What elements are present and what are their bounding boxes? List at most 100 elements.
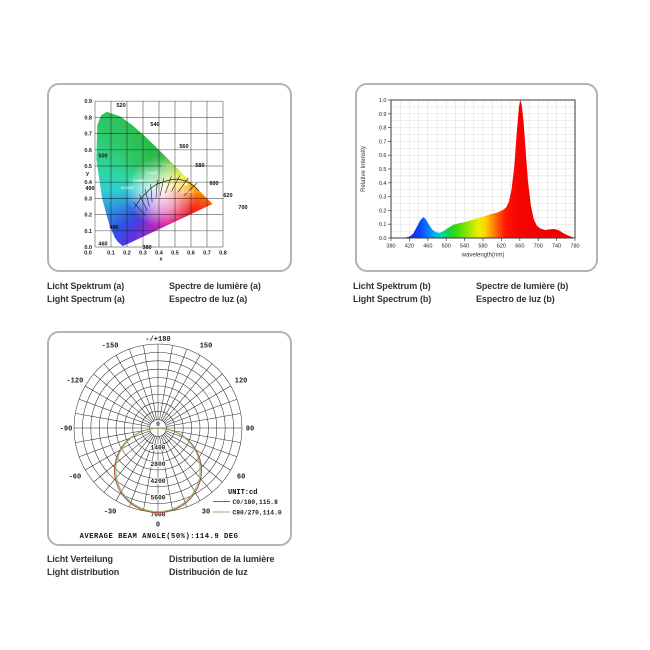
cie-wavelength-label: 600	[209, 181, 218, 187]
spectrum-x-axis-title: wavelength(nm)	[461, 253, 505, 259]
cie-wavelength-label: 520	[116, 103, 125, 109]
cie-iso-cct-tick	[144, 189, 150, 207]
spectrum-x-tick-label: 420	[405, 244, 414, 250]
polar-spoke	[115, 355, 155, 421]
spectrum-y-tick-label: 0.7	[379, 139, 387, 145]
spectrum-x-tick-label: 500	[442, 244, 451, 250]
cie-iso-cct-tick	[183, 182, 198, 196]
polar-angle-label: -120	[66, 378, 83, 386]
polar-spoke	[75, 429, 150, 443]
cie-x-tick-label: 0.1	[107, 251, 115, 257]
spectrum-y-tick-label: 0.2	[379, 208, 387, 214]
polar-spoke	[160, 349, 187, 421]
polar-spoke	[129, 435, 156, 507]
cie-iso-cct-tick	[159, 178, 165, 196]
cie-y-axis-title: y	[86, 171, 90, 177]
cie-x-tick-label: 0.5	[171, 251, 179, 257]
cie-iso-cct-tick	[155, 179, 158, 198]
cie-y-tick-label: 0.1	[84, 229, 92, 235]
cie-y-tick-label: 0.4	[84, 180, 93, 186]
polar-ring-label: 5600	[150, 495, 165, 502]
polar-legend-label: C90/270,114.0	[233, 509, 282, 516]
cie-wavelength-label: 620	[223, 193, 232, 199]
polar-spoke	[163, 363, 213, 422]
polar-spoke	[85, 385, 151, 425]
cie-wavelength-label: 560	[179, 144, 188, 150]
cie-chromaticity-panel: 0.0 0.1 0.2 0.3 0.4 0.5 0.6 0.7 0.8 0.9 0.0 0.1 0.2 0…	[47, 83, 292, 272]
spectrum-x-tick-label: 660	[515, 244, 524, 250]
cie-planckian-locus	[133, 178, 200, 210]
polar-ring-label: 4200	[150, 478, 165, 485]
polar-spoke	[166, 429, 241, 443]
spectrum-panel: 380 420 460 500 540 580 620 660 700 740 780 0.0 0.1 0…	[355, 83, 598, 272]
spectrum-y-tick-label: 0.0	[379, 236, 387, 242]
cie-chart-svg: 0.0 0.1 0.2 0.3 0.4 0.5 0.6 0.7 0.8 0.9 0.0 0.1 0.2 0…	[84, 99, 247, 262]
polar-average-beam-angle: AVERAGE BEAM ANGLE(50%):114.9 DEG	[80, 533, 239, 541]
cie-wavelength-label: 500	[98, 153, 107, 159]
polar-spoke	[143, 345, 157, 420]
polar-legend-label: C0/180,115.8	[233, 499, 279, 506]
spectrum-y-tick-label: 0.1	[379, 222, 387, 228]
cie-wavelength-label: 380	[142, 245, 151, 251]
polar-spoke	[165, 385, 231, 425]
polar-spoke	[75, 413, 150, 427]
spectrum-caption-left: Licht Spektrum (b) Light Spectrum (b)	[353, 280, 431, 306]
cie-x-tick-label: 0.4	[155, 251, 164, 257]
cie-iso-cct-tick	[177, 177, 189, 193]
polar-spoke	[166, 413, 241, 427]
polar-angle-label: -60	[69, 474, 82, 482]
cie-grid	[94, 100, 224, 248]
polar-spoke	[165, 399, 237, 426]
polar-angle-label: 30	[202, 509, 210, 517]
caption-line-de: Licht Spektrum (b)	[353, 281, 431, 291]
cie-iso-cct-tick	[165, 176, 172, 194]
polar-angle-label: -90	[60, 426, 73, 434]
cie-caption-right: Spectre de lumière (a) Espectro de luz (…	[169, 280, 261, 306]
cie-x-tick-label: 0.2	[123, 251, 131, 257]
polar-spoke	[163, 434, 213, 493]
caption-line-de: Licht Verteilung	[47, 554, 113, 564]
spectrum-y-axis-title: Relative Intensity	[361, 146, 367, 192]
polar-angle-label: 60	[237, 474, 245, 482]
polar-spoke	[79, 399, 151, 426]
spectrum-y-tick-label: 0.8	[379, 126, 387, 132]
cie-y-tick-label: 0.9	[84, 99, 92, 105]
spectrum-curve	[391, 100, 575, 238]
cie-iso-cct-tick	[133, 201, 146, 216]
cie-iso-cct-tick	[171, 175, 181, 192]
cie-wavelength-label: 480	[109, 225, 118, 231]
polar-spoke	[161, 435, 201, 501]
cie-x-tick-label: 0.3	[139, 251, 147, 257]
polar-angle-label: 90	[246, 426, 254, 434]
spectrum-x-tick-label: 780	[570, 244, 579, 250]
polar-angle-label: -/+180	[145, 336, 170, 344]
spectrum-y-tick-label: 0.3	[379, 195, 387, 201]
polar-spoke	[129, 349, 156, 421]
polar-unit-label: UNIT:cd	[228, 489, 257, 497]
spectrum-x-tick-label: 460	[423, 244, 432, 250]
cie-x-tick-label: 0.0	[84, 251, 92, 257]
polar-ring-label: 2800	[150, 461, 165, 468]
spectrum-x-tick-label: 740	[552, 244, 561, 250]
spectrum-y-tick-label: 0.9	[379, 112, 387, 118]
polar-spoke	[164, 373, 223, 423]
polar-angle-label: 0	[156, 522, 160, 530]
polar-spoke	[79, 430, 151, 457]
cie-x-tick-label: 0.6	[187, 251, 195, 257]
polar-angle-label: 120	[235, 378, 248, 386]
spectrum-chart-svg: 380 420 460 500 540 580 620 660 700 740 780 0.0 0.1 0…	[361, 98, 580, 259]
cie-y-tick-label: 0.5	[84, 164, 92, 170]
polar-spoke	[160, 435, 187, 507]
spectrum-x-tick-label: 380	[386, 244, 395, 250]
spectrum-x-tick-label: 580	[478, 244, 487, 250]
cie-cct-label: 2,000K	[182, 190, 194, 194]
polar-spoke	[164, 433, 223, 483]
polar-angle-label: -30	[104, 509, 117, 517]
polar-spoke	[159, 345, 173, 420]
polar-spoke	[143, 436, 157, 511]
spectrum-y-tick-label: 1.0	[379, 98, 387, 104]
polar-spoke	[159, 436, 173, 511]
spectrum-y-tick-label: 0.5	[379, 167, 387, 173]
caption-line-es: Distribución de luz	[169, 567, 248, 577]
cie-wavelength-label: 700	[238, 205, 247, 211]
